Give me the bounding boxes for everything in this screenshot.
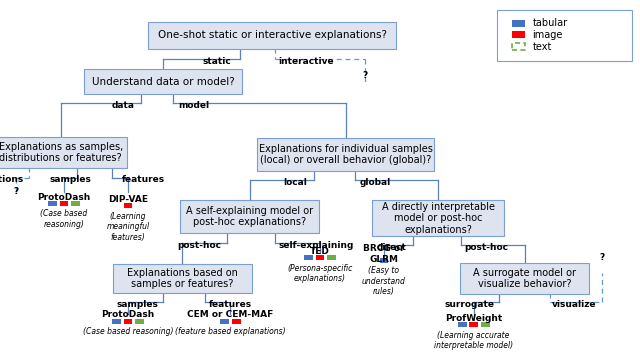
- Text: One-shot static or interactive explanations?: One-shot static or interactive explanati…: [157, 31, 387, 40]
- FancyBboxPatch shape: [512, 31, 525, 38]
- Text: samples: samples: [116, 300, 158, 310]
- FancyBboxPatch shape: [113, 264, 252, 293]
- Text: data: data: [111, 101, 134, 110]
- FancyBboxPatch shape: [372, 200, 504, 236]
- Text: direct: direct: [376, 243, 406, 252]
- Text: global: global: [360, 178, 391, 187]
- Text: ProtoDash: ProtoDash: [101, 310, 155, 320]
- FancyBboxPatch shape: [512, 20, 525, 27]
- Text: (Easy to
understand
rules): (Easy to understand rules): [362, 266, 406, 296]
- Text: TED: TED: [310, 247, 330, 256]
- FancyBboxPatch shape: [257, 138, 434, 171]
- Text: CEM or CEM-MAF: CEM or CEM-MAF: [188, 310, 273, 320]
- Text: (Learning accurate
interpretable model): (Learning accurate interpretable model): [434, 331, 513, 350]
- FancyBboxPatch shape: [84, 69, 242, 94]
- Text: distributions: distributions: [0, 175, 24, 185]
- FancyBboxPatch shape: [512, 43, 525, 50]
- FancyBboxPatch shape: [232, 319, 241, 324]
- Text: post-hoc: post-hoc: [177, 241, 221, 250]
- FancyBboxPatch shape: [458, 322, 467, 327]
- Text: self-explaining: self-explaining: [278, 241, 354, 250]
- Text: (feature based explanations): (feature based explanations): [175, 327, 285, 336]
- Text: A self-explaining model or
post-hoc explanations?: A self-explaining model or post-hoc expl…: [186, 206, 313, 227]
- Text: ProtoDash: ProtoDash: [37, 192, 91, 202]
- Text: interactive: interactive: [278, 57, 334, 66]
- FancyBboxPatch shape: [60, 201, 68, 206]
- Text: (Persona-specific
explanations): (Persona-specific explanations): [287, 264, 353, 283]
- FancyBboxPatch shape: [327, 255, 336, 260]
- Text: image: image: [532, 30, 563, 40]
- Text: tabular: tabular: [532, 18, 568, 28]
- Text: ?: ?: [599, 253, 604, 262]
- Text: static: static: [203, 57, 232, 66]
- Text: DIP-VAE: DIP-VAE: [108, 195, 148, 204]
- Text: A surrogate model or
visualize behavior?: A surrogate model or visualize behavior?: [474, 268, 576, 289]
- Text: visualize: visualize: [552, 300, 596, 310]
- Text: A directly interpretable
model or post-hoc
explanations?: A directly interpretable model or post-h…: [382, 202, 495, 235]
- FancyBboxPatch shape: [112, 319, 121, 324]
- Text: (Case based reasoning): (Case based reasoning): [83, 327, 173, 336]
- FancyBboxPatch shape: [481, 322, 490, 327]
- FancyBboxPatch shape: [180, 200, 319, 233]
- FancyBboxPatch shape: [304, 255, 313, 260]
- Text: (Learning
meaningful
features): (Learning meaningful features): [106, 212, 150, 242]
- Text: (Case based
reasoning): (Case based reasoning): [40, 209, 88, 229]
- Text: model: model: [178, 101, 209, 110]
- Text: local: local: [284, 178, 307, 187]
- FancyBboxPatch shape: [497, 10, 632, 61]
- Text: text: text: [532, 42, 552, 51]
- Text: samples: samples: [49, 175, 92, 185]
- Text: Explanations for individual samples
(local) or overall behavior (global)?: Explanations for individual samples (loc…: [259, 144, 433, 165]
- Text: features: features: [209, 300, 252, 310]
- FancyBboxPatch shape: [0, 137, 127, 168]
- FancyBboxPatch shape: [220, 319, 229, 324]
- Text: Explanations based on
samples or features?: Explanations based on samples or feature…: [127, 268, 238, 289]
- Text: surrogate: surrogate: [444, 300, 494, 310]
- FancyBboxPatch shape: [148, 22, 396, 49]
- FancyBboxPatch shape: [461, 263, 589, 294]
- FancyBboxPatch shape: [124, 203, 132, 208]
- FancyBboxPatch shape: [469, 322, 478, 327]
- Text: ProfWeight: ProfWeight: [445, 314, 502, 323]
- FancyBboxPatch shape: [380, 258, 388, 263]
- Text: ?: ?: [13, 187, 19, 196]
- FancyBboxPatch shape: [71, 201, 80, 206]
- FancyBboxPatch shape: [316, 255, 324, 260]
- Text: BRCG or
GLRM: BRCG or GLRM: [364, 244, 404, 263]
- Text: Explanations as samples,
distributions or features?: Explanations as samples, distributions o…: [0, 142, 123, 163]
- Text: features: features: [122, 175, 164, 185]
- Text: post-hoc: post-hoc: [464, 243, 508, 252]
- FancyBboxPatch shape: [124, 319, 132, 324]
- FancyBboxPatch shape: [48, 201, 57, 206]
- FancyBboxPatch shape: [135, 319, 144, 324]
- Text: ?: ?: [362, 71, 367, 81]
- Text: Understand data or model?: Understand data or model?: [92, 77, 235, 87]
